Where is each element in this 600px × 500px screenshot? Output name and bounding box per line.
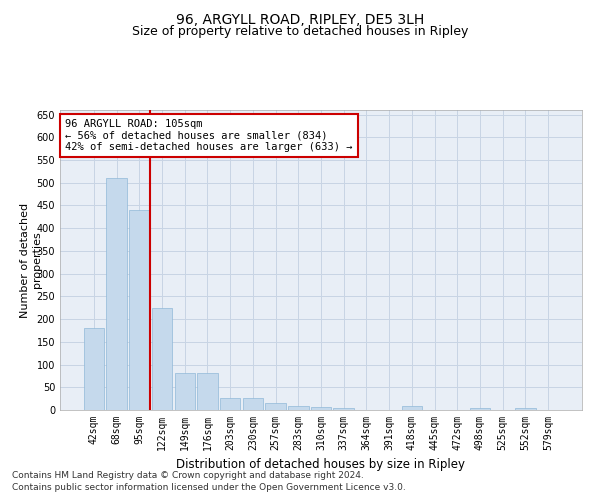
Bar [265,403,286,410]
Text: Contains public sector information licensed under the Open Government Licence v3: Contains public sector information licen… [12,484,406,492]
Bar [152,308,172,410]
Bar [175,372,195,410]
Bar [129,210,149,410]
Text: Size of property relative to detached houses in Ripley: Size of property relative to detached ho… [132,25,468,38]
Bar [311,407,331,410]
Bar [106,178,127,410]
Bar [401,406,422,410]
X-axis label: Distribution of detached houses by size in Ripley: Distribution of detached houses by size … [176,458,466,471]
Bar [197,372,218,410]
Bar [470,408,490,410]
Bar [220,398,241,410]
Text: 96 ARGYLL ROAD: 105sqm
← 56% of detached houses are smaller (834)
42% of semi-de: 96 ARGYLL ROAD: 105sqm ← 56% of detached… [65,119,353,152]
Bar [334,408,354,410]
Y-axis label: Number of detached
properties: Number of detached properties [20,202,42,318]
Bar [515,408,536,410]
Text: 96, ARGYLL ROAD, RIPLEY, DE5 3LH: 96, ARGYLL ROAD, RIPLEY, DE5 3LH [176,12,424,26]
Text: Contains HM Land Registry data © Crown copyright and database right 2024.: Contains HM Land Registry data © Crown c… [12,471,364,480]
Bar [84,328,104,410]
Bar [242,398,263,410]
Bar [288,406,308,410]
